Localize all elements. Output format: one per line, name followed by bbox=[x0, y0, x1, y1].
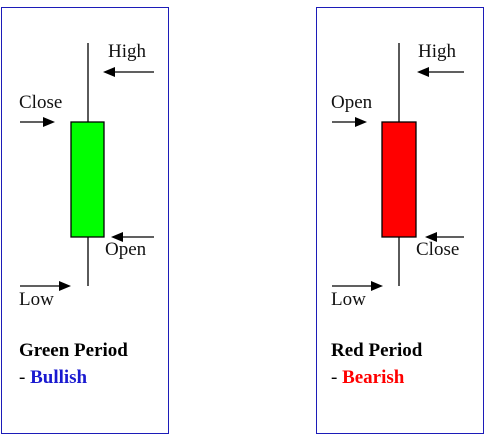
bearish-open-arrow bbox=[332, 117, 367, 127]
bullish-high-label: High bbox=[108, 41, 146, 62]
bullish-title: Green Period bbox=[19, 340, 128, 361]
bearish-high-label: High bbox=[418, 41, 456, 62]
bullish-candle-body bbox=[70, 121, 105, 238]
bearish-high-arrow bbox=[417, 67, 464, 77]
bullish-dash: - bbox=[19, 367, 26, 388]
bearish-close-label: Close bbox=[416, 239, 460, 260]
bullish-open-arrow bbox=[111, 232, 154, 242]
bearish-candle-diagram bbox=[332, 43, 464, 291]
bearish-title: Red Period bbox=[331, 340, 423, 361]
bearish-low-label: Low bbox=[331, 289, 366, 310]
bearish-subtitle: - Bearish bbox=[331, 368, 404, 387]
bearish-candle-body bbox=[381, 121, 417, 238]
bullish-candle-panel: High Close Open Low Green Period - Bulli… bbox=[1, 7, 169, 434]
bearish-sentiment: Bearish bbox=[342, 367, 405, 388]
bullish-open-label: Open bbox=[105, 239, 147, 260]
bearish-dash: - bbox=[331, 367, 338, 388]
bullish-close-label: Close bbox=[19, 92, 63, 113]
bullish-low-arrow bbox=[20, 281, 71, 291]
bearish-low-arrow bbox=[332, 281, 383, 291]
bullish-high-arrow bbox=[103, 67, 154, 77]
bullish-subtitle: - Bullish bbox=[19, 368, 87, 387]
bullish-sentiment: Bullish bbox=[30, 367, 88, 388]
bullish-close-arrow bbox=[20, 117, 55, 127]
bullish-low-label: Low bbox=[19, 289, 54, 310]
bearish-close-arrow bbox=[425, 232, 464, 242]
bearish-candle-panel: High Open Close Low Red Period - Bearish bbox=[316, 7, 484, 434]
bearish-open-label: Open bbox=[331, 92, 373, 113]
bullish-candle-diagram bbox=[20, 43, 154, 291]
